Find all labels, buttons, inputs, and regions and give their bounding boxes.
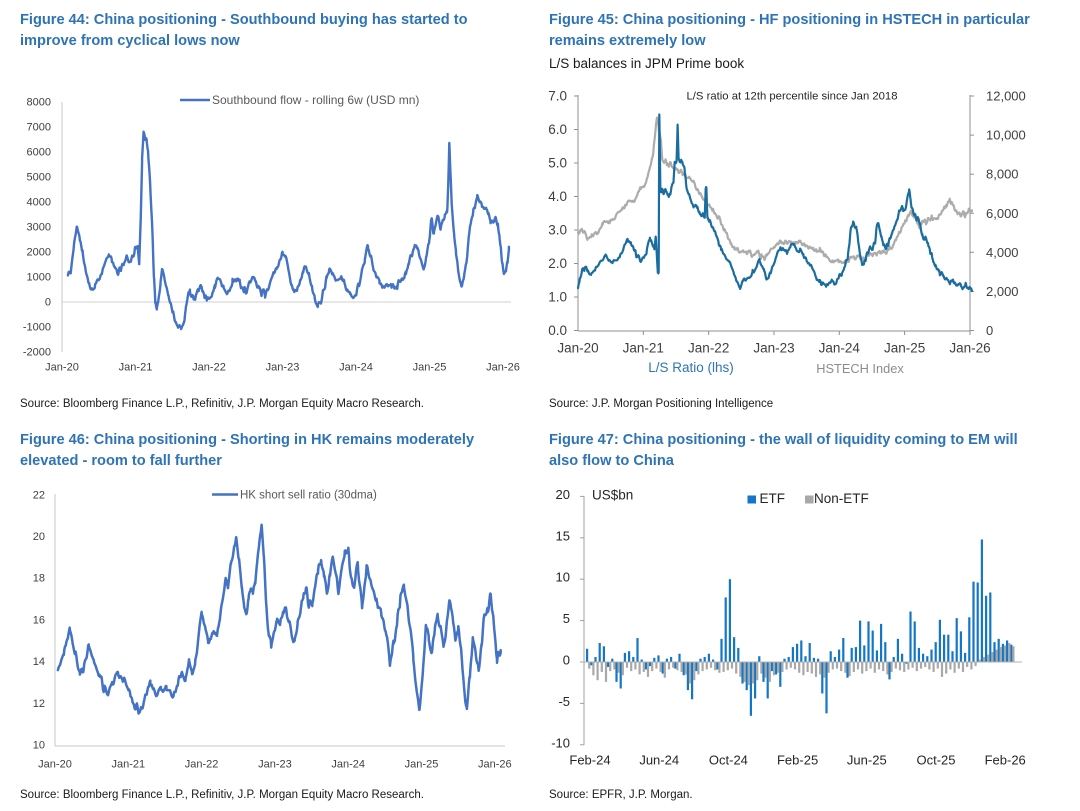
svg-text:20: 20	[33, 531, 45, 543]
svg-text:5: 5	[563, 611, 570, 626]
svg-text:-2000: -2000	[23, 347, 51, 359]
svg-text:15: 15	[556, 528, 570, 543]
svg-text:0.0: 0.0	[548, 323, 567, 338]
svg-text:also flow to China: also flow to China	[549, 453, 675, 469]
svg-text:Jan-23: Jan-23	[266, 362, 300, 374]
svg-text:HSTECH Index: HSTECH Index	[816, 361, 904, 376]
svg-text:10: 10	[556, 570, 570, 585]
svg-text:6000: 6000	[27, 147, 51, 159]
svg-text:Source: Bloomberg Finance L.P.: Source: Bloomberg Finance L.P., Refiniti…	[20, 789, 424, 801]
svg-text:Jan-21: Jan-21	[111, 759, 145, 771]
svg-text:4000: 4000	[27, 197, 51, 209]
svg-text:4.0: 4.0	[548, 189, 567, 204]
svg-text:ETF: ETF	[760, 491, 786, 506]
svg-text:6.0: 6.0	[548, 122, 567, 137]
svg-text:-1000: -1000	[23, 322, 51, 334]
svg-text:Jan-24: Jan-24	[339, 362, 373, 374]
svg-text:Jan-25: Jan-25	[413, 362, 447, 374]
svg-text:Feb-24: Feb-24	[569, 753, 610, 768]
svg-text:L/S ratio at 12th percentile: L/S ratio at 12th percentile since Jan 2…	[686, 91, 897, 103]
svg-text:Figure 46: China positioning -: Figure 46: China positioning - Shorting …	[20, 432, 475, 448]
svg-text:16: 16	[33, 614, 45, 626]
svg-text:0: 0	[563, 653, 570, 668]
svg-text:Jan-20: Jan-20	[557, 341, 598, 356]
svg-text:-10: -10	[551, 735, 570, 750]
svg-text:Jan-25: Jan-25	[405, 759, 439, 771]
svg-text:Jan-25: Jan-25	[884, 341, 925, 356]
svg-text:3.0: 3.0	[548, 223, 567, 238]
svg-text:Jan-20: Jan-20	[45, 362, 79, 374]
svg-text:improve from cyclical lows now: improve from cyclical lows now	[20, 33, 240, 49]
svg-text:Feb-26: Feb-26	[985, 753, 1026, 768]
svg-text:Jan-21: Jan-21	[119, 362, 153, 374]
svg-text:remains extremely low: remains extremely low	[549, 33, 706, 49]
svg-text:7.0: 7.0	[548, 89, 567, 104]
svg-text:0: 0	[45, 297, 51, 309]
svg-text:Jan-22: Jan-22	[185, 759, 219, 771]
svg-text:Jan-20: Jan-20	[38, 759, 72, 771]
svg-text:10: 10	[33, 740, 45, 752]
svg-text:Jun-24: Jun-24	[639, 753, 679, 768]
svg-text:22: 22	[33, 489, 45, 501]
svg-text:L/S Ratio (lhs): L/S Ratio (lhs)	[648, 360, 734, 375]
svg-text:Jun-25: Jun-25	[847, 753, 887, 768]
svg-text:4,000: 4,000	[986, 245, 1019, 260]
svg-text:18: 18	[33, 573, 45, 585]
svg-text:1.0: 1.0	[548, 290, 567, 305]
svg-text:Feb-25: Feb-25	[777, 753, 818, 768]
svg-text:-5: -5	[558, 694, 570, 709]
svg-text:12: 12	[33, 698, 45, 710]
svg-text:Jan-22: Jan-22	[688, 341, 729, 356]
svg-text:Figure 45: China positioning -: Figure 45: China positioning - HF positi…	[549, 12, 1030, 28]
svg-text:Jan-21: Jan-21	[623, 341, 664, 356]
svg-text:Oct-24: Oct-24	[709, 753, 748, 768]
svg-text:8,000: 8,000	[986, 167, 1019, 182]
svg-text:Oct-25: Oct-25	[916, 753, 955, 768]
svg-text:Jan-23: Jan-23	[753, 341, 794, 356]
svg-text:Jan-26: Jan-26	[486, 362, 520, 374]
svg-text:1000: 1000	[27, 272, 51, 284]
svg-text:elevated - room to fall furthe: elevated - room to fall further	[20, 453, 222, 469]
svg-text:HK short sell ratio (30dma): HK short sell ratio (30dma)	[240, 490, 377, 502]
svg-text:2000: 2000	[27, 247, 51, 259]
svg-text:Non-ETF: Non-ETF	[814, 491, 869, 506]
svg-text:Jan-24: Jan-24	[819, 341, 861, 356]
svg-text:Source: J.P. Morgan Positionin: Source: J.P. Morgan Positioning Intellig…	[549, 398, 773, 410]
svg-text:Figure 44: China positioning -: Figure 44: China positioning - Southboun…	[20, 12, 468, 28]
svg-text:0: 0	[986, 323, 993, 338]
svg-text:2,000: 2,000	[986, 284, 1019, 299]
svg-text:20: 20	[556, 487, 570, 502]
svg-text:3000: 3000	[27, 222, 51, 234]
svg-text:Jan-23: Jan-23	[258, 759, 292, 771]
svg-text:5.0: 5.0	[548, 156, 567, 171]
svg-text:7000: 7000	[27, 122, 51, 134]
svg-text:Source: Bloomberg Finance L.P.: Source: Bloomberg Finance L.P., Refiniti…	[20, 398, 424, 410]
svg-text:2.0: 2.0	[548, 256, 567, 271]
svg-text:6,000: 6,000	[986, 206, 1019, 221]
svg-text:L/S balances in JPM Prime book: L/S balances in JPM Prime book	[549, 56, 744, 71]
svg-text:Jan-22: Jan-22	[192, 362, 226, 374]
svg-text:5000: 5000	[27, 172, 51, 184]
svg-text:14: 14	[33, 656, 45, 668]
svg-text:US$bn: US$bn	[592, 488, 633, 503]
svg-text:Southbound flow - rolling 6w (: Southbound flow - rolling 6w (USD mn)	[212, 93, 419, 107]
svg-text:Jan-24: Jan-24	[331, 759, 365, 771]
svg-text:Source: EPFR, J.P. Morgan.: Source: EPFR, J.P. Morgan.	[549, 789, 693, 801]
svg-text:12,000: 12,000	[986, 89, 1026, 104]
svg-text:Jan-26: Jan-26	[949, 341, 990, 356]
svg-text:10,000: 10,000	[986, 128, 1026, 143]
svg-text:Figure 47: China positioning -: Figure 47: China positioning - the wall …	[549, 432, 1018, 448]
svg-text:Jan-26: Jan-26	[478, 759, 512, 771]
svg-text:8000: 8000	[27, 97, 51, 109]
